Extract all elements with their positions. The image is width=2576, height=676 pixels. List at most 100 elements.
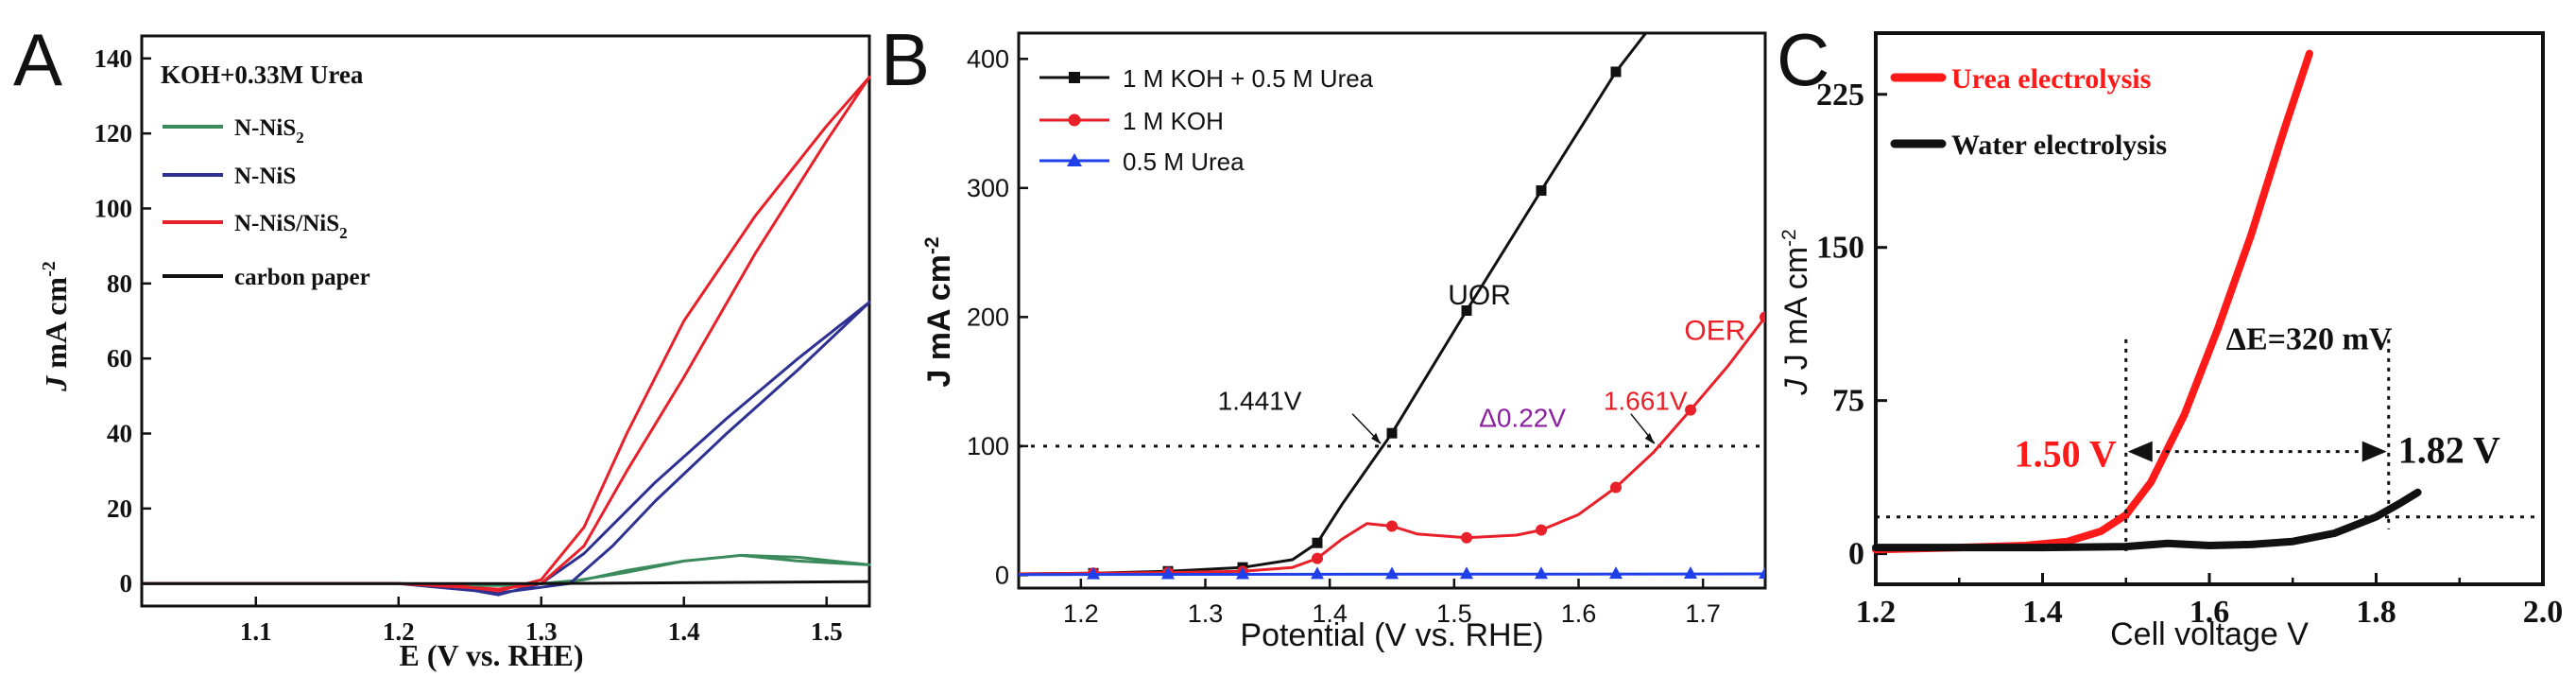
annotation-uor: UOR xyxy=(1448,280,1511,311)
marker-triangle xyxy=(1087,566,1100,580)
panel-label-c: C xyxy=(1777,18,1829,101)
y-tick-label: 225 xyxy=(1816,78,1864,113)
series-group-a xyxy=(142,76,871,597)
axis-ticks-b: 1.2 1.3 1.4 1.5 1.6 1.7 0 100 200 300 400 xyxy=(967,44,1721,628)
y-tick-label: 300 xyxy=(967,174,1009,202)
delta-arrowhead-right xyxy=(2361,441,2387,462)
marker-triangle xyxy=(1460,566,1473,580)
series-b-2 xyxy=(1019,565,1765,580)
legend-label-urea-electrolysis: Urea electrolysis xyxy=(1951,63,2151,95)
x-tick-label: 1.3 xyxy=(525,617,558,646)
legend-marker-circle xyxy=(1068,113,1081,127)
x-tick-label: 1.2 xyxy=(383,617,415,646)
marker-circle xyxy=(1386,520,1398,532)
y-tick-label: 140 xyxy=(94,44,133,73)
x-axis-label-a: E (V vs. RHE) xyxy=(400,638,584,672)
marker-square xyxy=(1461,305,1472,316)
series-b-0 xyxy=(1019,33,1648,579)
marker-triangle xyxy=(1609,566,1623,580)
legend-label-n-nis2: N-NiS2 xyxy=(234,115,304,147)
y-axis-label-c: J J mA cm-2 xyxy=(1778,229,1814,395)
x-tick-label: 1.1 xyxy=(240,617,272,646)
y-tick-label: 80 xyxy=(107,269,132,298)
marker-square xyxy=(1312,537,1323,548)
legend-label-n-nis: N-NiS xyxy=(234,164,296,189)
y-tick-label: 40 xyxy=(107,420,132,448)
x-axis-label-c: Cell voltage V xyxy=(2110,616,2309,652)
marker-square xyxy=(1536,185,1547,197)
series-line-a-1 xyxy=(142,301,871,597)
series-group-c xyxy=(1872,49,2422,554)
annotation-150v: 1.50 V xyxy=(2015,433,2117,476)
marker-square xyxy=(1386,427,1398,439)
arrowhead-1661v xyxy=(1644,432,1655,444)
series-line-c-1 xyxy=(1872,488,2422,552)
x-tick-label: 1.6 xyxy=(2190,595,2230,630)
axis-ticks-c: 1.2 1.4 1.6 1.8 2.0 0 75 150 225 xyxy=(1816,78,2563,630)
legend-label-n-nis-nis2: N-NiS/NiS2 xyxy=(234,211,348,242)
marker-triangle xyxy=(1161,566,1175,580)
y-tick-label: 150 xyxy=(1816,231,1864,266)
panel-a: A 1.1 1.2 1.3 1.4 1.5 0 20 40 60 80 100 120 140 KOH+… xyxy=(13,18,871,672)
x-tick-label: 2.0 xyxy=(2523,595,2564,630)
plot-frame-b xyxy=(1017,31,1767,590)
marker-circle xyxy=(1760,311,1765,323)
x-tick-label: 1.4 xyxy=(1312,599,1348,628)
annotations-c: 1.50 V 1.82 V ΔE=320 mV xyxy=(2015,322,2500,554)
series-line-a-2 xyxy=(142,76,871,593)
y-tick-label: 20 xyxy=(107,494,132,523)
legend-marker-square xyxy=(1069,72,1080,83)
marker-triangle xyxy=(1535,566,1548,580)
x-tick-label: 1.3 xyxy=(1188,599,1224,628)
y-axis-label-b: J mA cm-2 xyxy=(921,236,957,387)
annotation-1441v: 1.441V xyxy=(1218,387,1302,416)
y-tick-label: 60 xyxy=(107,344,132,373)
y-tick-label: 100 xyxy=(94,194,133,222)
legend-label-koh: 1 M KOH xyxy=(1123,107,1224,135)
legend-label-urea: 0.5 M Urea xyxy=(1123,147,1245,176)
x-tick-label: 1.2 xyxy=(1856,595,1897,630)
series-line-a-3 xyxy=(142,580,870,585)
y-tick-label: 75 xyxy=(1832,384,1864,419)
marker-square xyxy=(1610,66,1622,78)
y-tick-label: 0 xyxy=(120,569,133,598)
legend-label-carbon-paper: carbon paper xyxy=(234,265,370,290)
annotations-b: UOR OER 1.441V 1.661V Δ0.22V xyxy=(1218,280,1745,444)
annotation-oer: OER xyxy=(1684,315,1745,346)
y-tick-label: 100 xyxy=(967,432,1009,460)
x-tick-label: 1.5 xyxy=(811,617,843,646)
legend-b: 1 M KOH + 0.5 M Urea 1 M KOH 0.5 M Urea xyxy=(1039,64,1374,176)
legend-c: Urea electrolysis Water electrolysis xyxy=(1890,63,2167,161)
panel-label-a: A xyxy=(13,18,62,101)
x-axis-label-b: Potential (V vs. RHE) xyxy=(1240,617,1543,653)
legend-a: N-NiS2 N-NiS N-NiS/NiS2 carbon paper xyxy=(163,115,370,290)
x-tick-label: 1.4 xyxy=(668,617,700,646)
marker-circle xyxy=(1312,552,1323,564)
x-tick-label: 1.2 xyxy=(1063,599,1099,628)
series-group-b xyxy=(1019,33,1765,580)
annotation-182v: 1.82 V xyxy=(2398,429,2500,472)
x-tick-label: 1.4 xyxy=(2022,595,2063,630)
y-tick-label: 400 xyxy=(967,44,1009,73)
y-tick-label: 0 xyxy=(1848,537,1864,572)
legend-marker-triangle xyxy=(1067,153,1082,166)
delta-arrowhead-left xyxy=(2127,441,2153,462)
marker-circle xyxy=(1685,404,1696,416)
x-tick-label: 1.7 xyxy=(1685,599,1721,628)
marker-triangle xyxy=(1311,566,1324,580)
legend-label-koh-urea: 1 M KOH + 0.5 M Urea xyxy=(1123,64,1374,93)
chart-title-a: KOH+0.33M Urea xyxy=(161,61,364,89)
plot-frame-c xyxy=(1874,31,2545,586)
marker-triangle xyxy=(1759,565,1765,579)
marker-triangle xyxy=(1385,566,1399,580)
axis-ticks-a: 1.1 1.2 1.3 1.4 1.5 0 20 40 60 80 100 120 140 xyxy=(94,44,843,646)
marker-triangle xyxy=(1684,566,1697,580)
marker-triangle xyxy=(1236,566,1249,580)
panel-label-b: B xyxy=(881,18,930,101)
annotation-delta-e: ΔE=320 mV xyxy=(2226,322,2393,357)
x-tick-label: 1.5 xyxy=(1436,599,1472,628)
legend-label-water-electrolysis: Water electrolysis xyxy=(1951,130,2167,161)
y-axis-label-a: J mA cm-2 xyxy=(39,261,73,392)
plot-frame-a xyxy=(140,34,871,608)
